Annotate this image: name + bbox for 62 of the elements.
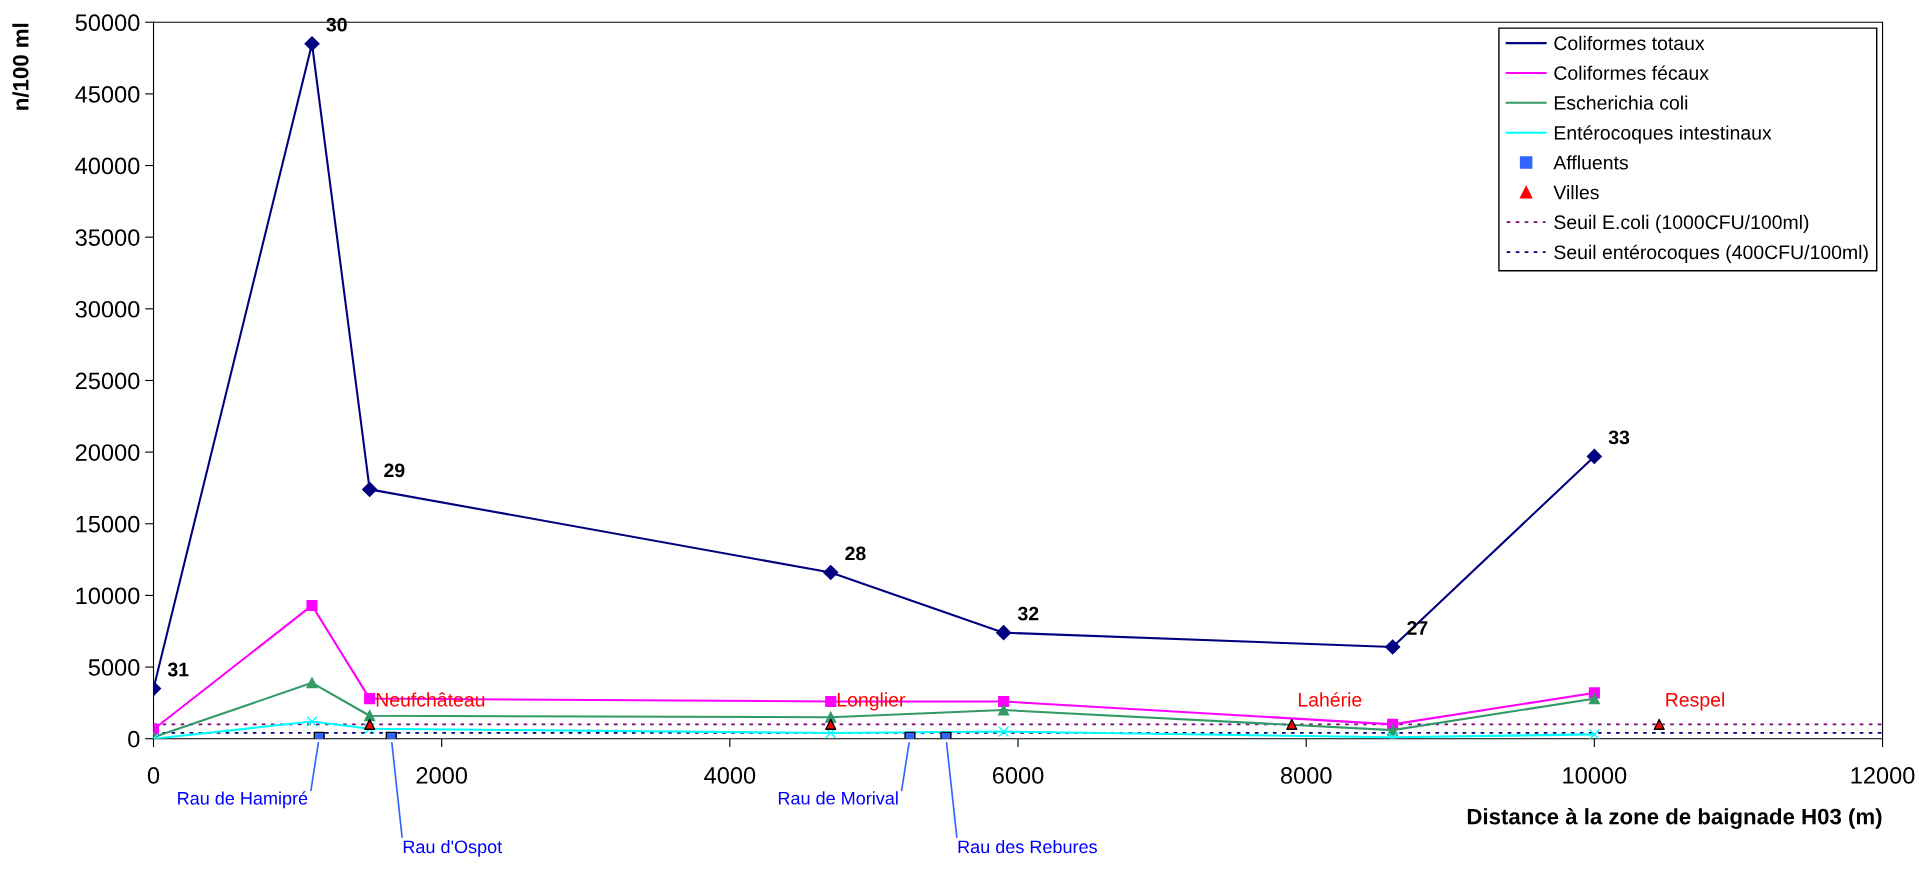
point [1586,448,1602,464]
legend-label: Affluents [1553,155,1628,170]
y-tick-label: 15000 [76,515,140,533]
y-tick-label: 50000 [75,14,140,32]
x-tick-label: 6000 [992,767,1044,784]
data-label: Rau d'Ospot [403,839,503,857]
point [364,693,376,705]
y-tick-label: 35000 [75,229,140,246]
annotation: 28 [845,546,866,561]
annotation: 31 [167,662,189,677]
legend-label: Escherichia coli [1554,95,1688,110]
annotation: 32 [1017,606,1039,621]
point [306,715,318,728]
point [1286,718,1298,730]
legend-label: Villes [1553,185,1599,200]
point [996,625,1012,641]
annotation: 33 [1608,430,1630,445]
y-tick-label: 30000 [75,300,140,318]
y-tick-label: 10000 [76,587,140,605]
x-tick-label: 10000 [1563,767,1627,784]
x-tick-label: 2000 [416,767,468,784]
point [1385,639,1401,655]
point [1588,728,1600,739]
y-tick-label: 45000 [75,85,140,103]
legend-label: Entérocoques intestinaux [1554,125,1772,144]
x-tick-label: 8000 [1280,767,1332,784]
point [825,718,837,730]
y-tick-label: 20000 [75,444,140,461]
point [998,704,1010,716]
point [823,564,839,581]
data-label: Rau de Morival [778,791,898,805]
point [1588,693,1600,705]
x-tick-label: 12000 [1851,767,1915,784]
legend-label: Seuil E.coli (1000CFU/100ml) [1554,214,1809,233]
data-label: Lahérie [1298,692,1362,707]
point [825,695,837,708]
annotation: 29 [384,463,405,478]
point [998,695,1010,708]
data-label: Respel [1666,692,1724,711]
legend-label: Coliformes totaux [1554,35,1705,51]
y-tick-label: 40000 [75,157,140,175]
point [1653,718,1665,730]
y-tick-label: 5000 [88,659,140,676]
point [362,481,378,497]
point [364,723,376,735]
data-label: Rau de Hamipré [178,791,308,809]
y-tick-label: 0 [128,730,140,748]
point [364,710,376,722]
point [825,727,837,739]
point [306,599,318,611]
legend-label: Seuil entérocoques (400CFU/100ml) [1554,244,1868,263]
x-axis-title: Distance à la zone de baignade H03 (m) [1467,807,1882,829]
x-tick-label: 4000 [704,767,756,784]
point [304,36,320,52]
y-tick-label: 25000 [75,372,140,390]
x-tick-label: 0 [147,767,160,784]
data-label: Rau des Rebures [958,839,1097,854]
point [998,725,1010,738]
point [364,718,376,730]
legend-label: Coliformes fécaux [1554,65,1709,80]
point [306,677,318,689]
y-axis-title: n/100 ml [12,23,29,110]
